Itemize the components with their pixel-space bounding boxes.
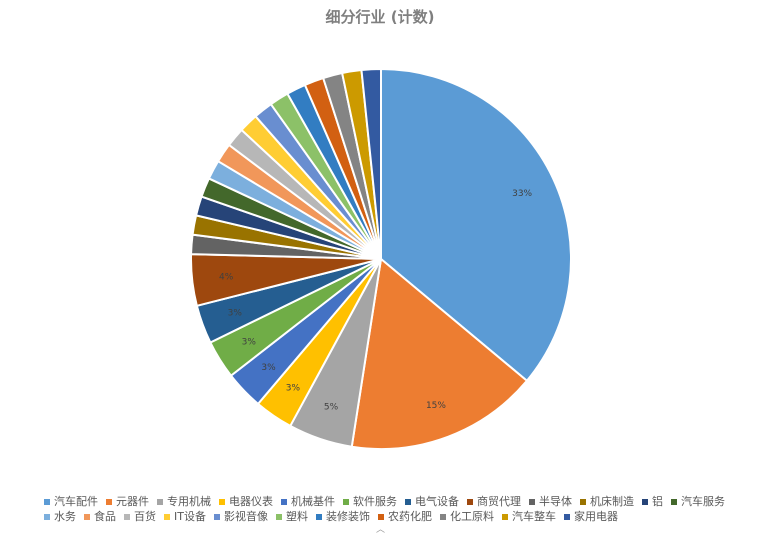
legend-label: 塑料	[285, 510, 308, 523]
legend-swatch	[439, 513, 446, 520]
legend-label: 汽车服务	[681, 495, 725, 508]
legend-swatch	[157, 498, 163, 505]
chart-title: 细分行业 (计数)	[325, 8, 435, 26]
chevron-up-icon[interactable]: ︿	[376, 525, 386, 535]
legend-swatch	[529, 498, 535, 505]
legend-item[interactable]: 食品	[84, 509, 116, 524]
legend-label: 装修装饰	[325, 510, 370, 523]
legend-row: 汽车配件 元器件 专用机械 电器仪表 机械基件 软件服务 电气设备 商贸代理 半导体 机床制造 铝 汽…	[44, 494, 744, 509]
legend-item[interactable]: 农药化肥	[377, 509, 432, 524]
legend-item[interactable]: 汽车整车	[501, 509, 556, 524]
legend-swatch	[219, 498, 225, 505]
legend-swatch	[44, 498, 50, 505]
legend-label: 元器件	[116, 495, 149, 508]
pie-slice-1	[380, 67, 572, 383]
legend-label: IT设备	[174, 510, 206, 523]
legend-label: 铝	[652, 495, 663, 508]
legend-swatch	[343, 498, 349, 505]
legend-item[interactable]: IT设备	[164, 509, 206, 524]
legend-item[interactable]: 百货	[124, 509, 156, 524]
legend-label: 食品	[94, 510, 116, 523]
legend-swatch	[405, 498, 411, 505]
legend-label: 农药化肥	[387, 510, 432, 523]
legend-swatch	[377, 513, 384, 520]
data-label-7: 3%	[228, 309, 243, 319]
legend-item[interactable]: 汽车配件	[44, 494, 98, 509]
legend-swatch	[501, 513, 508, 520]
legend-label: 电器仪表	[229, 495, 273, 508]
legend-swatch	[44, 513, 50, 520]
legend-label: 化工原料	[449, 510, 494, 523]
data-label-1: 33%	[512, 189, 532, 199]
legend-label: 家用电器	[573, 510, 618, 523]
legend-label: 水务	[54, 510, 76, 523]
legend-swatch	[275, 513, 282, 520]
legend-swatch	[671, 498, 677, 505]
legend-item[interactable]: 水务	[44, 509, 76, 524]
legend-swatch	[642, 498, 648, 505]
legend-item[interactable]: 软件服务	[343, 494, 397, 509]
legend-item[interactable]: 影视音像	[213, 509, 268, 524]
legend-swatch	[213, 513, 220, 520]
pie-slice-2	[350, 257, 529, 450]
legend-swatch	[467, 498, 473, 505]
legend-swatch	[124, 513, 130, 520]
legend-item[interactable]: 电器仪表	[219, 494, 273, 509]
data-label-8: 4%	[219, 272, 234, 282]
legend-label: 汽车整车	[511, 510, 556, 523]
legend-item[interactable]: 家用电器	[563, 509, 618, 524]
legend-item[interactable]: 机床制造	[580, 494, 634, 509]
legend-item[interactable]: 半导体	[529, 494, 572, 509]
legend-swatch	[106, 498, 112, 505]
legend-swatch	[164, 513, 170, 520]
legend-row: 水务 食品 百货 IT设备 影视音像 塑料 装修装饰 农药化肥 化工原料 汽车整车 家用电器	[44, 509, 744, 524]
legend-item[interactable]: 铝	[642, 494, 663, 509]
legend-item[interactable]: 机械基件	[281, 494, 335, 509]
legend-label: 半导体	[539, 495, 572, 508]
pie-slice-23	[360, 67, 382, 260]
legend-item[interactable]: 商贸代理	[467, 494, 521, 509]
legend-item[interactable]: 塑料	[275, 509, 308, 524]
legend-item[interactable]: 化工原料	[439, 509, 494, 524]
legend-label: 汽车配件	[54, 495, 98, 508]
data-label-2: 15%	[426, 401, 446, 411]
legend-swatch	[563, 513, 570, 520]
legend-label: 百货	[134, 510, 156, 523]
legend-item[interactable]: 专用机械	[157, 494, 211, 509]
legend-label: 机床制造	[590, 495, 634, 508]
data-label-5: 3%	[261, 363, 276, 373]
legend-swatch	[281, 498, 287, 505]
chart-legend: 汽车配件 元器件 专用机械 电器仪表 机械基件 软件服务 电气设备 商贸代理 半导体 机床制造铝汽…	[44, 494, 744, 524]
data-label-4: 3%	[286, 384, 301, 394]
legend-item[interactable]: 装修装饰	[315, 509, 370, 524]
pie-chart: 33% 15% 5% 3% 3% 3% 3% 4%	[190, 67, 572, 450]
legend-label: 软件服务	[353, 495, 397, 508]
legend-label: 专用机械	[167, 495, 211, 508]
legend-item[interactable]: 元器件	[106, 494, 149, 509]
legend-label: 影视音像	[223, 510, 268, 523]
legend-swatch	[580, 498, 586, 505]
legend-swatch	[84, 513, 90, 520]
data-label-6: 3%	[242, 337, 257, 347]
data-label-3: 5%	[324, 403, 339, 413]
legend-item[interactable]: 电气设备	[405, 494, 459, 509]
legend-label: 商贸代理	[477, 495, 521, 508]
legend-label: 机械基件	[291, 495, 335, 508]
legend-swatch	[315, 513, 322, 520]
legend-label: 电气设备	[415, 495, 459, 508]
legend-item[interactable]: 汽车服务	[671, 494, 725, 509]
